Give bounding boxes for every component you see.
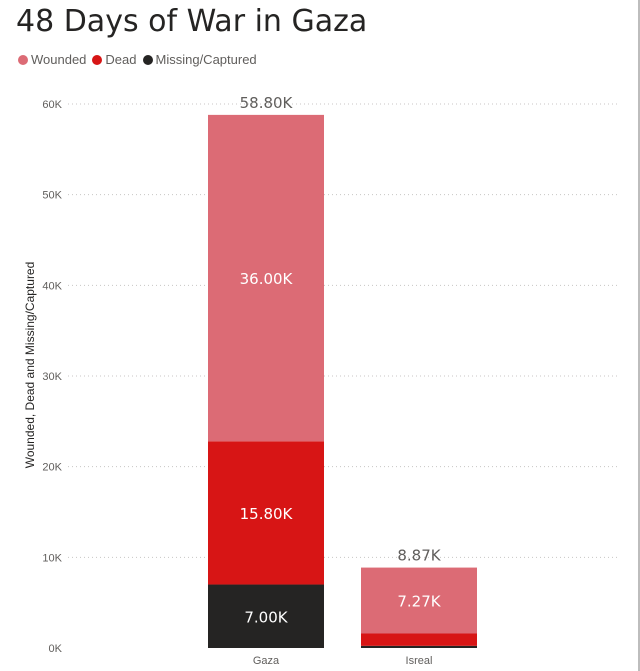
chart-title: 48 Days of War in Gaza bbox=[16, 4, 368, 39]
bar-segment-isreal-wounded bbox=[361, 567, 477, 634]
data-label-isreal-wounded: 7.27K bbox=[397, 593, 441, 611]
total-label-gaza: 58.80K bbox=[240, 94, 294, 112]
legend-marker-missing-captured bbox=[142, 54, 153, 65]
y-tick-label-30K: 30K bbox=[42, 371, 62, 383]
legend-marker-wounded bbox=[18, 54, 28, 65]
frame-border bbox=[638, 0, 640, 671]
data-label-gaza-dead: 15.80K bbox=[240, 505, 294, 523]
bar-segment-gaza-missing-captured bbox=[208, 584, 324, 648]
legend-item-missing-captured[interactable]: Missing/Captured bbox=[142, 52, 257, 67]
legend-label-dead: Dead bbox=[105, 52, 137, 67]
legend-marker-dead bbox=[92, 54, 103, 65]
data-label-gaza-missing-captured: 7.00K bbox=[244, 608, 288, 626]
legend-item-wounded[interactable]: Wounded bbox=[18, 52, 86, 67]
legend-label-missing-captured: Missing/Captured bbox=[155, 52, 257, 67]
x-tick-label-gaza: Gaza bbox=[253, 655, 280, 667]
y-tick-label-50K: 50K bbox=[42, 190, 62, 202]
total-label-isreal: 8.87K bbox=[397, 547, 441, 565]
y-tick-label-0K: 0K bbox=[49, 643, 63, 655]
bar-segment-isreal-dead bbox=[361, 633, 477, 646]
data-label-gaza-wounded: 36.00K bbox=[240, 270, 294, 288]
bar-segment-gaza-dead bbox=[208, 441, 324, 585]
y-tick-label-20K: 20K bbox=[42, 462, 62, 474]
x-tick-label-isreal: Isreal bbox=[406, 655, 433, 667]
legend: Wounded Dead Missing/Captured bbox=[18, 52, 263, 67]
y-tick-label-40K: 40K bbox=[42, 280, 62, 292]
y-tick-label-60K: 60K bbox=[42, 99, 62, 111]
y-tick-label-10K: 10K bbox=[42, 552, 62, 564]
legend-label-wounded: Wounded bbox=[31, 52, 87, 67]
legend-item-dead[interactable]: Dead bbox=[92, 52, 137, 67]
bar-segment-gaza-wounded bbox=[208, 114, 324, 442]
bar-segment-isreal-missing-captured bbox=[361, 645, 477, 648]
